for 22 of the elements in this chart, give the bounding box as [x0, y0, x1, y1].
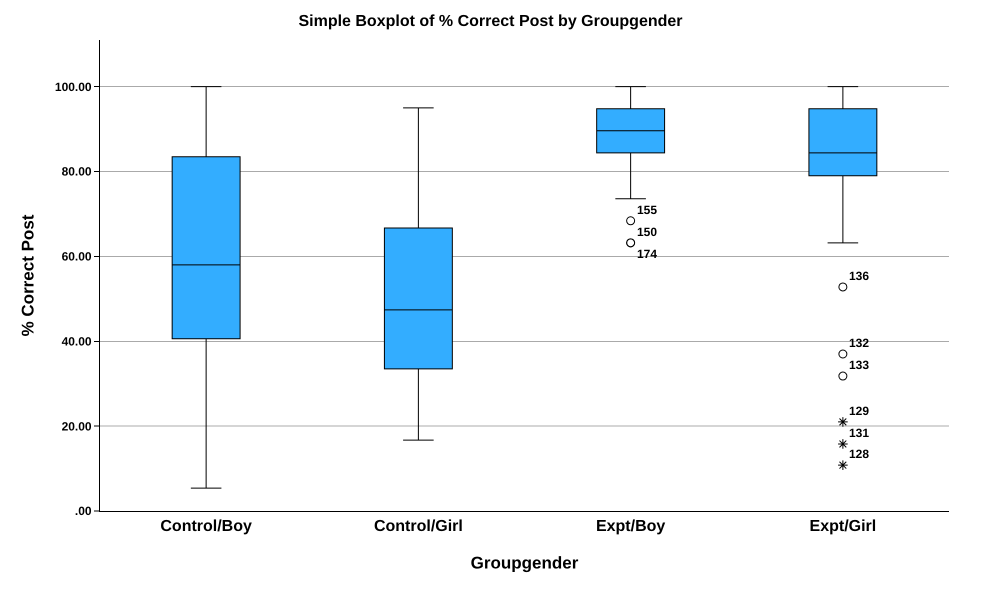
x-tick-label: Control/Boy	[160, 518, 252, 536]
y-axis-title: % Correct Post	[18, 214, 38, 336]
annotation: 129	[849, 404, 870, 418]
annotation: 150	[637, 225, 658, 239]
annotation: 133	[849, 358, 870, 372]
annotation: 128	[849, 447, 870, 461]
annotation: 131	[849, 426, 870, 440]
x-tick-label: Expt/Girl	[810, 518, 876, 536]
y-tick-label: 60.00	[62, 250, 92, 264]
annotation: 136	[849, 269, 870, 283]
y-tick-label: .00	[74, 504, 92, 518]
y-tick-label: 20.00	[62, 419, 92, 434]
x-axis-title: Groupgender	[470, 554, 579, 573]
x-tick-label: Control/Girl	[374, 518, 463, 536]
x-tick-label: Expt/Boy	[596, 518, 666, 536]
y-tick-label: 100.00	[54, 80, 92, 94]
annotation: 155	[637, 203, 658, 217]
annotation: 174	[637, 247, 658, 261]
y-tick-label: 80.00	[62, 164, 92, 179]
annotation: 132	[849, 336, 870, 350]
chart-title: Simple Boxplot of % Correct Post by Groupgender	[298, 13, 683, 30]
y-tick-label: 40.00	[62, 334, 92, 348]
